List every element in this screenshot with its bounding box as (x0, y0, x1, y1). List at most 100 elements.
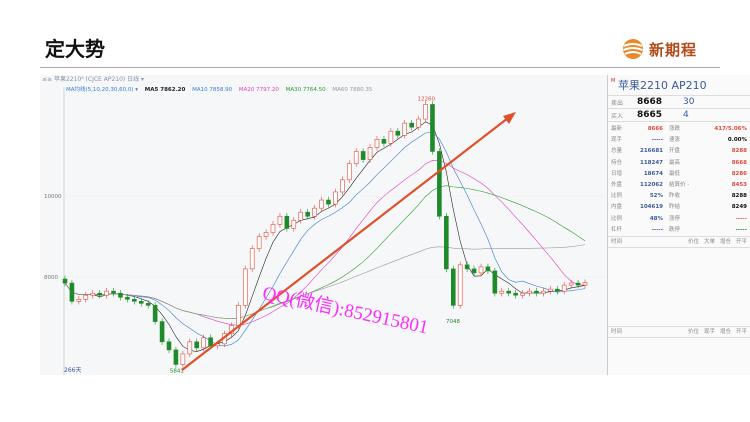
ma-settings[interactable]: MA均线(5,10,20,30,60,0) ▾ (66, 87, 139, 93)
candlestick-chart[interactable]: 10000 8000 12260 5841 7048 266天 (40, 75, 607, 375)
candle (457, 264, 463, 306)
candle (326, 199, 331, 205)
candle (450, 268, 456, 306)
candle (97, 292, 102, 296)
stat-value: 104619 (640, 204, 663, 211)
tick-table-header: 时间 价位 大单 增仓 开平 (608, 235, 750, 248)
candle (298, 211, 304, 221)
candle (76, 298, 82, 302)
col-price: 价位 (687, 328, 699, 335)
candle (360, 151, 366, 160)
candle (138, 301, 144, 304)
ma10-value: MA10 7858.90 (192, 87, 233, 93)
ask-label: 卖出 (611, 99, 624, 107)
col-time: 时间 (611, 328, 623, 335)
candle (319, 199, 324, 209)
candle (104, 290, 109, 296)
ma60-line (64, 244, 586, 319)
stat-label: 外盘 (611, 181, 623, 188)
candle (159, 321, 165, 343)
candle (346, 163, 352, 181)
col-oi-change: 增仓 (719, 238, 731, 245)
trading-screenshot: ≤≥ 苹果2210⁸ (CJCE AP210) 日线 ▾ MA均线(5,10,2… (40, 75, 750, 375)
ask-row: 卖出 8668 30 (608, 96, 750, 109)
market-flag: M (611, 78, 616, 84)
col-volume: 现手 (703, 328, 715, 335)
candle (125, 296, 130, 300)
candle (388, 130, 394, 144)
candle (374, 139, 380, 148)
stat-value: 48% (649, 215, 663, 222)
stat-value: 8288 (731, 193, 747, 200)
candle (409, 122, 414, 128)
candle (561, 284, 567, 292)
trade-table-header: 时间 价位 现手 增仓 开平 (608, 325, 750, 338)
stat-label: 最新 (611, 126, 623, 132)
logo: 新期程 (622, 38, 697, 60)
candle (236, 305, 241, 326)
candle (284, 215, 290, 229)
stat-value: ----- (735, 215, 747, 222)
candle (554, 288, 560, 292)
candle (118, 292, 123, 298)
stat-value: 8453 (731, 181, 747, 188)
candle (492, 270, 498, 294)
stat-label: 开盘 (669, 148, 681, 155)
ma5-line (64, 121, 586, 352)
quote-stats: 最新 8666 涨跌 417/5.06% 现手 ----- 速涨 0.00% 总量 216681 开… (608, 122, 750, 236)
candle (249, 248, 255, 270)
stat-value: 112062 (640, 181, 663, 188)
y-tick-label: 8000 (44, 275, 58, 281)
logo-icon (623, 39, 643, 59)
candle (270, 224, 276, 233)
stat-value: ----- (735, 226, 747, 233)
candle (201, 337, 206, 349)
candle (520, 292, 525, 296)
col-oi-change: 增仓 (719, 328, 731, 335)
candle (437, 151, 442, 217)
trend-line (181, 117, 509, 371)
candle (242, 268, 248, 306)
stat-value: 216681 (640, 148, 663, 155)
bar-count-label: 266天 (64, 367, 81, 374)
stat-label: 比例 (611, 215, 623, 222)
col-time: 时间 (611, 238, 623, 245)
candle (291, 220, 297, 229)
stat-label: 速涨 (669, 137, 681, 144)
contract-name: 苹果2210 AP210 (618, 79, 707, 92)
candle (423, 104, 428, 120)
candle (180, 353, 186, 365)
high-label: 12260 (418, 96, 436, 102)
candle (478, 266, 484, 274)
candle (62, 278, 68, 284)
ma10-line (64, 131, 586, 347)
candle (381, 139, 387, 144)
col-price: 价位 (687, 238, 699, 245)
slide-title: 定大势 (45, 37, 105, 61)
ma-legend: MA均线(5,10,20,30,60,0) ▾ MA5 7862.20 MA10… (66, 86, 377, 94)
col-bigorder: 大单 (703, 238, 715, 245)
low-label: 5841 (170, 368, 184, 374)
bid-qty: 4 (683, 110, 689, 120)
candle (353, 151, 359, 164)
stat-label: 最高 (669, 159, 681, 166)
col-open-close: 开平 (735, 238, 747, 245)
candle (527, 290, 532, 294)
candle (166, 341, 172, 351)
ma30-value: MA30 7764.50 (285, 87, 326, 93)
stat-label: 现手 (611, 137, 623, 144)
stat-value: ----- (651, 226, 663, 233)
candle (132, 298, 137, 302)
stat-label: 涨跌 (669, 126, 681, 132)
bid-price: 8665 (637, 110, 663, 120)
stat-label: 最低 (669, 170, 681, 177)
ask-price: 8668 (637, 97, 663, 107)
candle (83, 294, 89, 300)
symbol-bar[interactable]: ≤≥ 苹果2210⁸ (CJCE AP210) 日线 ▾ (42, 76, 145, 83)
candle (499, 290, 505, 294)
stat-value: 118247 (640, 159, 663, 166)
stat-label: 持仓 (611, 159, 623, 166)
candle (263, 232, 269, 237)
candle (582, 282, 588, 286)
quote-title: M 苹果2210 AP210 (608, 75, 750, 96)
